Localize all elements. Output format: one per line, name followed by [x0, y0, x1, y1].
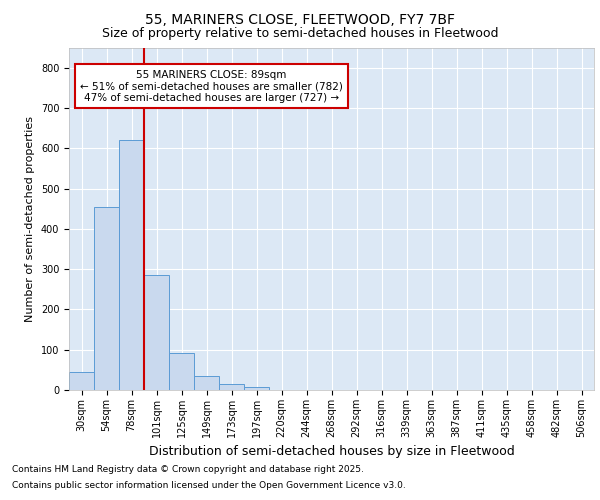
Bar [194, 376, 219, 390]
Text: 55, MARINERS CLOSE, FLEETWOOD, FY7 7BF: 55, MARINERS CLOSE, FLEETWOOD, FY7 7BF [145, 12, 455, 26]
Bar [144, 275, 169, 390]
Text: Size of property relative to semi-detached houses in Fleetwood: Size of property relative to semi-detach… [102, 28, 498, 40]
Text: 55 MARINERS CLOSE: 89sqm
← 51% of semi-detached houses are smaller (782)
47% of : 55 MARINERS CLOSE: 89sqm ← 51% of semi-d… [80, 70, 343, 103]
Bar [69, 372, 94, 390]
Text: Contains public sector information licensed under the Open Government Licence v3: Contains public sector information licen… [12, 480, 406, 490]
Bar [169, 352, 194, 390]
Bar [219, 384, 244, 390]
Bar [244, 387, 269, 390]
Bar [119, 140, 144, 390]
Text: Contains HM Land Registry data © Crown copyright and database right 2025.: Contains HM Land Registry data © Crown c… [12, 466, 364, 474]
Y-axis label: Number of semi-detached properties: Number of semi-detached properties [25, 116, 35, 322]
Bar [94, 206, 119, 390]
X-axis label: Distribution of semi-detached houses by size in Fleetwood: Distribution of semi-detached houses by … [149, 446, 514, 458]
